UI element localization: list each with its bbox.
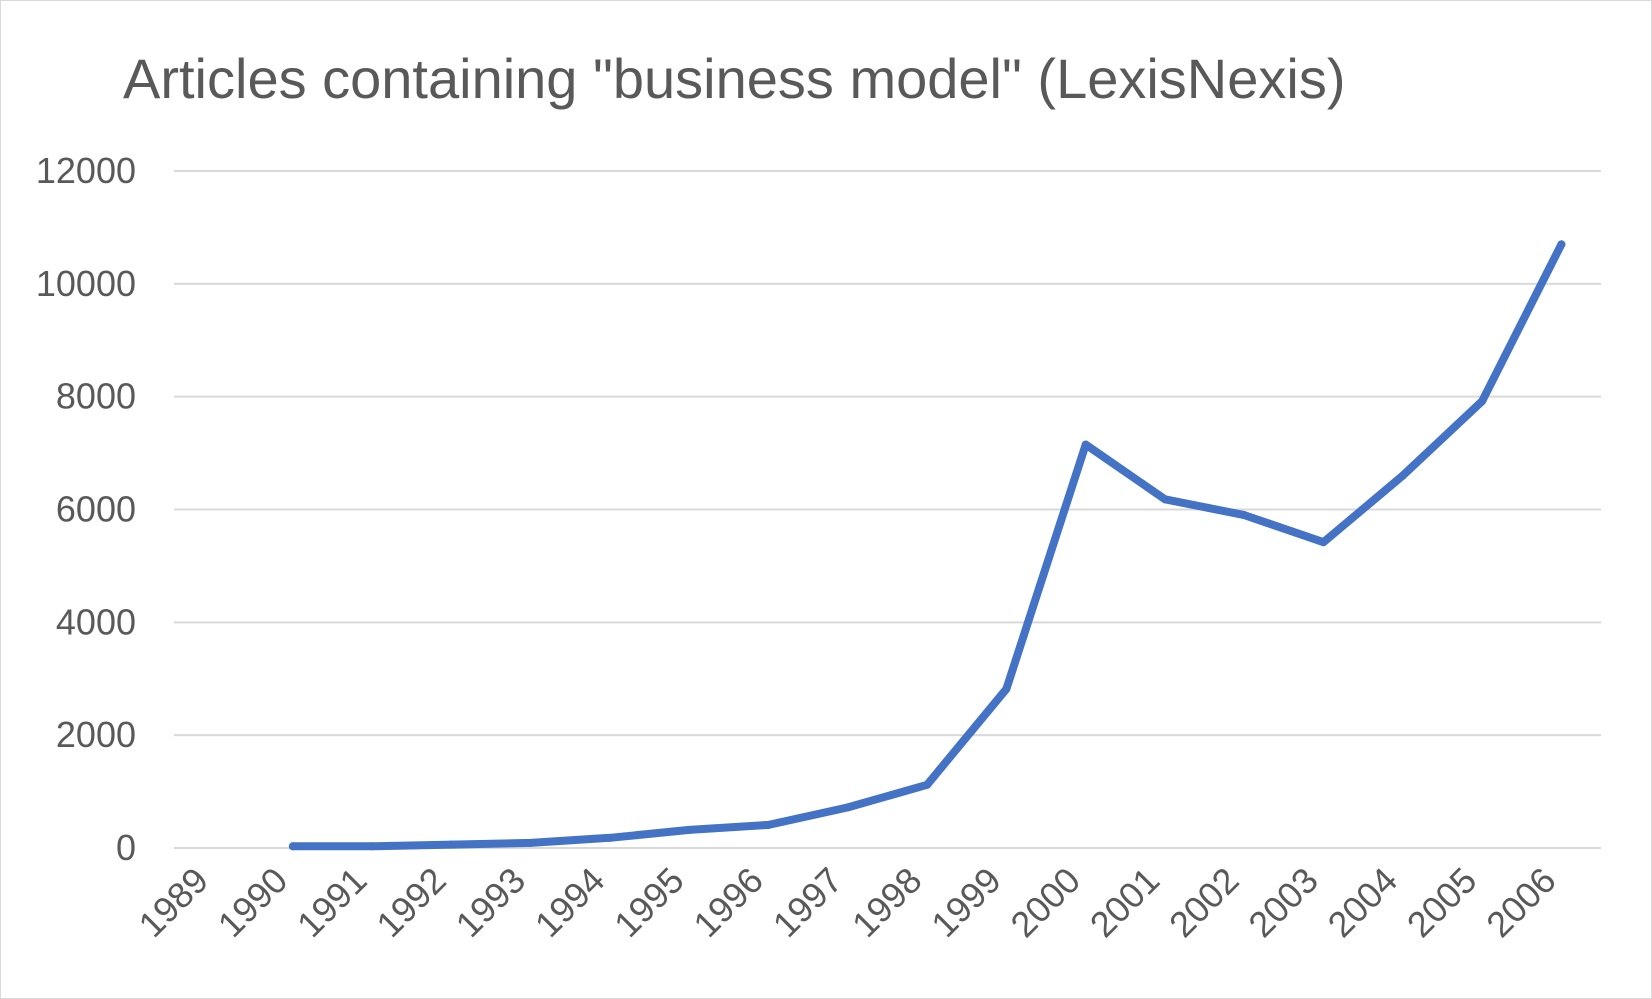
x-tick-label: 1996 [685, 859, 771, 945]
data-point-1991 [368, 842, 377, 851]
data-point-2006 [1557, 240, 1566, 249]
data-point-2001 [1160, 495, 1169, 504]
data-point-2005 [1478, 397, 1487, 406]
data-point-1996 [764, 820, 773, 829]
series-line [288, 240, 1566, 851]
x-tick-label: 1990 [210, 859, 296, 945]
y-tick-label: 2000 [56, 714, 136, 755]
x-tick-label: 2005 [1399, 859, 1485, 945]
x-tick-label: 1997 [765, 859, 851, 945]
x-tick-label: 1999 [923, 859, 1009, 945]
y-tick-label: 10000 [36, 263, 136, 304]
x-tick-label: 2006 [1478, 859, 1564, 945]
y-tick-label: 12000 [36, 150, 136, 191]
data-point-1995 [685, 825, 694, 834]
x-tick-label: 1998 [844, 859, 930, 945]
y-tick-label: 6000 [56, 489, 136, 530]
data-point-1998 [923, 780, 932, 789]
y-axis-tick-labels: 0 2000 4000 6000 8000 10000 12000 [36, 150, 136, 868]
gridlines [174, 170, 1601, 849]
x-tick-label: 2000 [1002, 859, 1088, 945]
data-point-1999 [1002, 684, 1011, 693]
x-tick-label: 1989 [130, 859, 216, 945]
data-point-2002 [1240, 511, 1249, 520]
x-tick-label: 1994 [527, 859, 613, 945]
series-group [288, 240, 1566, 851]
x-tick-label: 2002 [1161, 859, 1247, 945]
data-point-1990 [288, 842, 297, 851]
x-tick-label: 1992 [368, 859, 454, 945]
data-point-1997 [843, 803, 852, 812]
chart-title: Articles containing "business model" (Le… [123, 47, 1345, 110]
data-point-2004 [1398, 471, 1407, 480]
y-tick-label: 0 [116, 827, 136, 868]
data-point-1994 [606, 833, 615, 842]
x-tick-label: 1993 [448, 859, 534, 945]
x-tick-label: 1991 [289, 859, 375, 945]
x-tick-label: 2004 [1320, 859, 1406, 945]
data-point-1993 [526, 838, 535, 847]
x-tick-label: 2003 [1240, 859, 1326, 945]
y-tick-label: 4000 [56, 601, 136, 642]
x-axis-tick-labels: 1989199019911992199319941995199619971998… [130, 859, 1563, 945]
data-point-1992 [447, 840, 456, 849]
x-tick-label: 1995 [606, 859, 692, 945]
data-point-2003 [1319, 538, 1328, 547]
x-tick-label: 2001 [1082, 859, 1168, 945]
data-point-2000 [1081, 440, 1090, 449]
y-tick-label: 8000 [56, 376, 136, 417]
